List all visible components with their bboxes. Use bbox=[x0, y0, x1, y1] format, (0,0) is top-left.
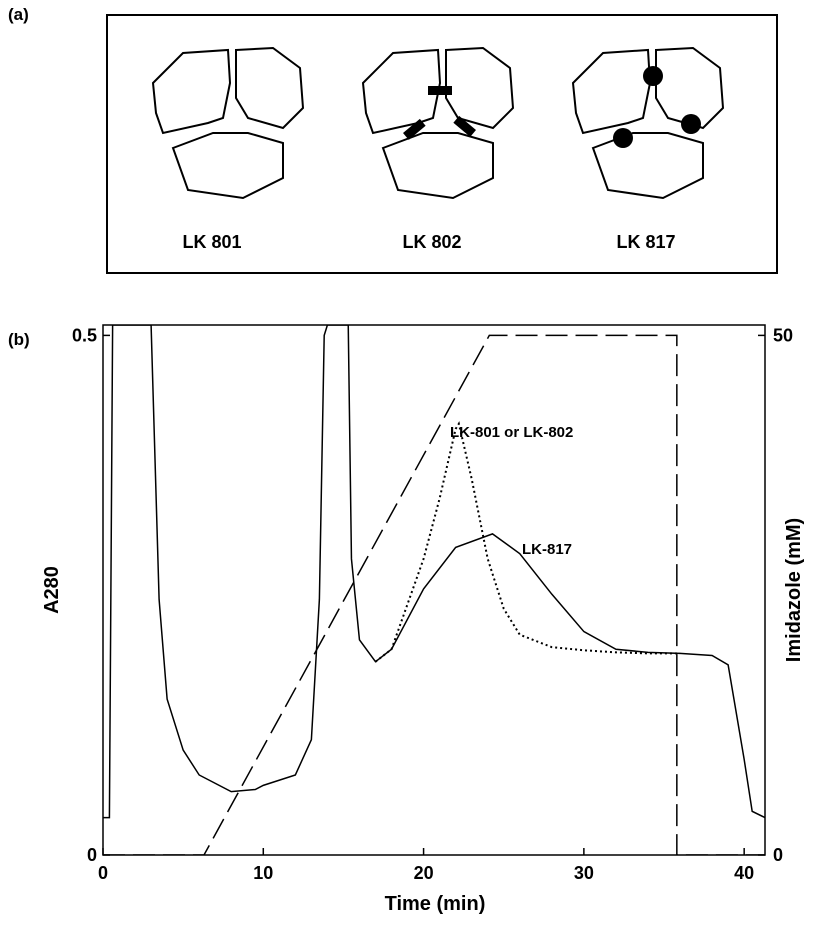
panel-label: (b) bbox=[8, 330, 30, 349]
panel-label: (a) bbox=[8, 5, 29, 24]
series-line bbox=[103, 325, 765, 819]
y-tick-label: 0.5 bbox=[72, 325, 97, 345]
valve-label: LK 801 bbox=[182, 232, 241, 252]
plot-frame bbox=[102, 324, 766, 856]
y2-axis-title: Imidazole (mM) bbox=[783, 518, 805, 662]
panel-frame bbox=[106, 14, 778, 274]
x-tick-label: 30 bbox=[574, 863, 594, 883]
y-axis-title: A280 bbox=[41, 566, 63, 614]
valve bbox=[362, 47, 514, 199]
x-tick-label: 40 bbox=[734, 863, 754, 883]
y2-tick-label: 50 bbox=[773, 325, 793, 345]
binding-dots bbox=[613, 66, 701, 148]
valve bbox=[152, 47, 304, 199]
valve-label: LK 817 bbox=[616, 232, 675, 252]
x-tick-label: 0 bbox=[98, 863, 108, 883]
series-line bbox=[374, 421, 681, 663]
crosslink-marks bbox=[403, 86, 476, 140]
x-tick-label: 10 bbox=[253, 863, 273, 883]
y-tick-label: 0 bbox=[87, 845, 97, 865]
series-line bbox=[103, 334, 765, 855]
x-tick-label: 20 bbox=[414, 863, 434, 883]
x-axis-title: Time (min) bbox=[385, 893, 486, 915]
series-label: LK-817 bbox=[522, 541, 572, 558]
y2-tick-label: 0 bbox=[773, 845, 783, 865]
valve-label: LK 802 bbox=[402, 232, 461, 252]
series-label: LK-801 or LK-802 bbox=[450, 424, 573, 441]
plot-lines bbox=[103, 325, 765, 855]
